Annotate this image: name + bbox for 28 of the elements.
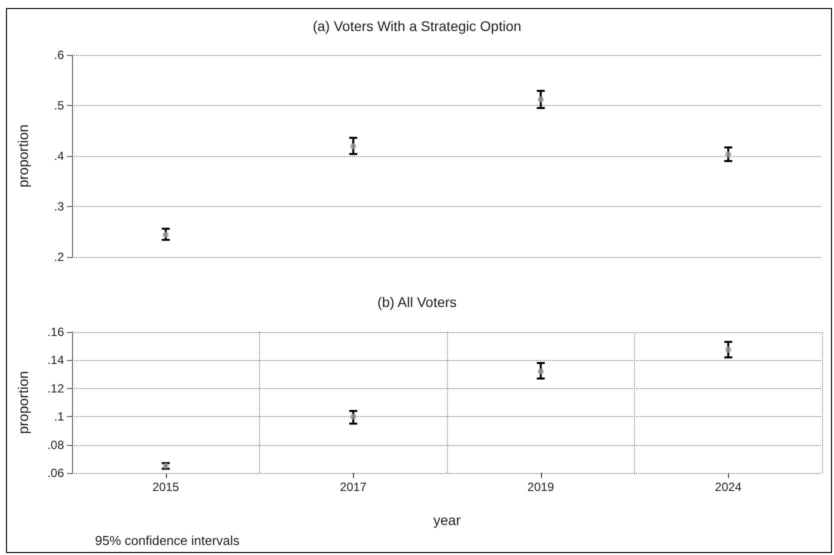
x-tick-label: 2015 — [152, 480, 180, 494]
point — [350, 143, 356, 150]
point — [725, 346, 732, 353]
x-tick-label: 2019 — [527, 480, 554, 494]
y-tick-label: .08 — [47, 438, 64, 452]
point — [350, 414, 356, 420]
y-axis-title: proportion — [15, 124, 31, 188]
y-tick-label: .14 — [47, 353, 64, 368]
point — [538, 368, 544, 374]
point — [538, 96, 544, 102]
x-tick-label: 2024 — [714, 480, 742, 494]
y-tick-label: .1 — [54, 410, 64, 424]
x-axis-title: year — [433, 512, 461, 528]
y-tick-label: .3 — [54, 200, 64, 214]
chart-title: (b) All Voters — [377, 294, 457, 310]
point — [162, 232, 169, 238]
x-tick-label: 2017 — [340, 480, 367, 494]
point — [725, 151, 732, 158]
y-tick-label: .12 — [47, 381, 64, 396]
y-tick-label: .16 — [47, 325, 64, 339]
y-tick-label: .6 — [54, 48, 64, 62]
y-tick-label: .2 — [54, 250, 64, 264]
chart-title: (a) Voters With a Strategic Option — [312, 18, 522, 34]
y-tick-label: .06 — [47, 466, 64, 480]
y-axis-title: proportion — [15, 370, 31, 434]
y-tick-label: .4 — [54, 149, 64, 163]
text: 95% confidence intervals — [95, 533, 240, 548]
y-tick-label: .5 — [54, 98, 64, 112]
